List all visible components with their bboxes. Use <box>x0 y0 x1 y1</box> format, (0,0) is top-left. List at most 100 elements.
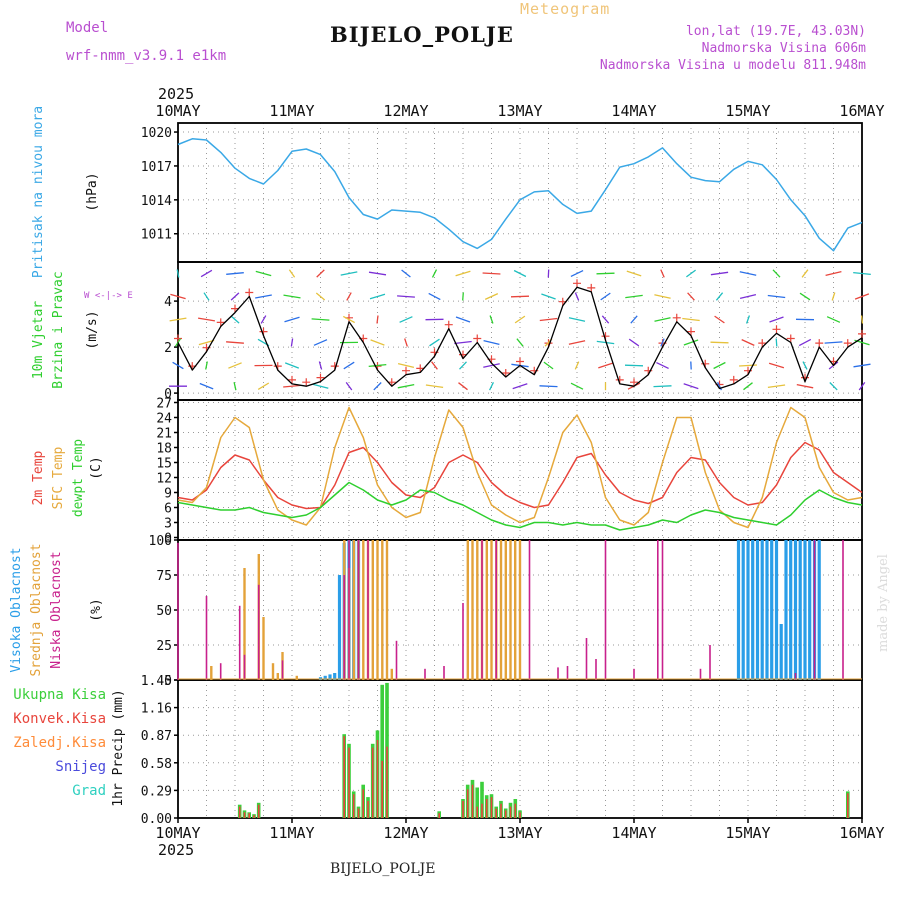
wind-barb <box>853 271 871 276</box>
low-cloud-bar <box>348 540 350 680</box>
wind-barb <box>745 315 751 324</box>
y-tick-label: 24 <box>156 412 172 427</box>
wind-barb <box>404 338 408 347</box>
convective-rain-bar <box>238 806 241 818</box>
convective-rain-bar <box>519 812 521 818</box>
gust-marker <box>843 339 852 348</box>
wind-barb <box>397 383 415 389</box>
wind-barb <box>625 294 643 299</box>
year-label-top: 2025 <box>158 85 194 103</box>
temp-axis-unit: (C) <box>89 456 104 479</box>
wind-axis-unit: (m/s) <box>85 310 100 349</box>
y-tick-label: 3 <box>164 517 172 532</box>
high-cloud-bar <box>755 540 760 680</box>
wind-barb <box>710 271 729 276</box>
convective-rain-bar <box>847 793 849 818</box>
mid-cloud-bar <box>385 540 389 680</box>
wind-barb <box>345 382 353 391</box>
y-tick-label: 1011 <box>141 228 172 243</box>
convective-rain-bar <box>243 812 246 818</box>
wind-barb <box>431 361 438 370</box>
wind-barb <box>829 382 838 391</box>
wind-barb <box>574 361 580 370</box>
pressure-line <box>177 138 863 252</box>
mid-cloud-bar <box>352 540 355 680</box>
wind-axis-title-2: Brzina i Pravac <box>51 271 66 388</box>
gust-marker <box>416 364 425 373</box>
convective-rain-bar <box>248 813 250 818</box>
mid-cloud-bar <box>390 668 393 680</box>
wind-barb <box>484 293 499 300</box>
x-tick-label-top: 11MAY <box>269 102 314 120</box>
wind-barb <box>858 382 866 391</box>
wind-barb <box>397 362 415 369</box>
wind-barb <box>654 294 671 299</box>
wind-barb <box>205 361 208 370</box>
wind-barb <box>543 361 554 370</box>
convective-rain-bar <box>352 794 355 818</box>
high-cloud-bar <box>784 540 788 680</box>
high-cloud-bar <box>817 540 821 680</box>
wind-barb <box>459 361 467 370</box>
cloud-axis-unit: (%) <box>89 598 104 621</box>
mid-cloud-bar <box>381 540 384 680</box>
high-cloud-bar <box>323 675 327 680</box>
wind-barb <box>200 269 213 278</box>
wind-barb <box>626 270 642 277</box>
pressure-axis-unit: (hPa) <box>85 172 100 211</box>
wind-barb <box>510 295 530 298</box>
wind-barb <box>854 293 870 300</box>
wind-axis-title: 10m Vjetar <box>31 301 46 379</box>
wind-barb <box>799 292 811 301</box>
convective-rain-bar <box>257 804 260 818</box>
wind-barb <box>539 317 558 322</box>
convective-rain-bar <box>343 736 345 818</box>
wind-barb <box>233 382 237 391</box>
convective-rain-bar <box>438 813 440 818</box>
wind-barb <box>376 315 379 324</box>
y-tick-label: 100 <box>149 534 172 549</box>
wind-barb <box>682 317 700 322</box>
y-tick-label: 0.58 <box>141 757 172 772</box>
y-tick-label: 1.45 <box>141 674 172 689</box>
high-cloud-bar <box>803 540 807 680</box>
high-cloud-bar <box>793 540 798 680</box>
wind-barb <box>428 292 441 301</box>
low-cloud-bar <box>699 668 702 680</box>
convective-rain-bar <box>509 806 512 818</box>
wind-barb <box>176 269 180 278</box>
high-cloud-bar <box>751 540 755 680</box>
wind-barb <box>425 384 444 389</box>
y-tick-label: 12 <box>156 472 172 487</box>
wind-barb <box>228 362 242 369</box>
wind-barb <box>455 316 471 323</box>
convective-rain-bar <box>500 803 502 818</box>
wind-barb <box>397 295 415 298</box>
wind-barb <box>431 269 438 278</box>
mid-cloud-bar <box>271 663 275 680</box>
low-cloud-bar <box>424 668 426 680</box>
wind-barb <box>198 339 215 346</box>
high-cloud-bar <box>774 540 779 680</box>
wind-barb <box>373 382 382 391</box>
wind-barb <box>570 270 584 277</box>
y-tick-label: 0.29 <box>141 784 172 799</box>
mid-cloud-axis-label: Srednja Oblacnost <box>29 543 44 676</box>
convective-rain-bar <box>471 784 474 818</box>
convective-rain-bar <box>371 747 374 818</box>
wind-barb <box>768 362 785 369</box>
dewpoint-line <box>177 481 863 531</box>
gust-marker <box>231 304 239 313</box>
x-tick-label-bottom: 16MAY <box>839 824 884 842</box>
convective-rain-bar <box>490 797 493 818</box>
wind-barb <box>628 338 640 347</box>
wind-barb <box>717 382 722 391</box>
gust-marker <box>245 288 254 297</box>
x-tick-label-bottom: 13MAY <box>497 824 542 842</box>
wind-barb <box>630 315 638 324</box>
low-cloud-bar <box>557 667 559 680</box>
gust-marker <box>573 279 581 288</box>
high-cloud-bar <box>779 624 783 680</box>
y-tick-label: 9 <box>164 487 172 502</box>
total-rain-bar <box>380 684 384 818</box>
